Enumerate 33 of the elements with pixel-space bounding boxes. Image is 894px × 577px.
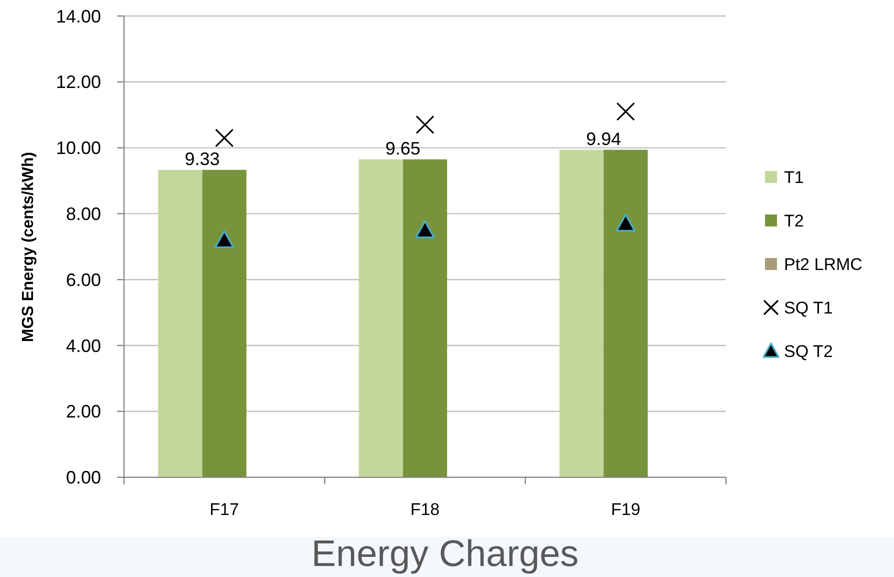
x-axis-title: Energy Charges — [311, 533, 579, 574]
bar — [402, 159, 448, 478]
y-tick-label: 6.00 — [66, 270, 101, 290]
y-axis-title: MGS Energy (cents/kWh) — [20, 152, 37, 342]
x-tick-label: F18 — [410, 500, 440, 519]
x-tick-label: F17 — [210, 500, 239, 519]
legend-label: SQ T2 — [784, 342, 833, 361]
x-tick-label: F19 — [611, 500, 640, 519]
bar — [202, 170, 246, 478]
point — [616, 102, 635, 121]
y-tick-label: 4.00 — [66, 336, 101, 356]
y-tick-label: 10.00 — [56, 138, 101, 158]
point — [214, 230, 234, 248]
legend-label: T2 — [784, 211, 804, 230]
bar — [604, 150, 648, 478]
bar — [358, 159, 403, 478]
y-tick-label: 12.00 — [56, 72, 101, 92]
legend-label: Pt2 LRMC — [784, 254, 862, 274]
data-label: 9.94 — [586, 128, 622, 149]
legend-label: SQ T1 — [784, 298, 833, 318]
point — [415, 220, 435, 238]
bar — [158, 170, 202, 478]
y-tick-label: 14.00 — [56, 6, 101, 26]
point — [616, 214, 636, 232]
legend-label: T1 — [784, 168, 804, 187]
y-tick-label: 8.00 — [66, 204, 101, 224]
point — [416, 115, 434, 134]
y-tick-label: 0.00 — [66, 468, 101, 488]
data-label: 9.65 — [385, 138, 420, 158]
data-label: 9.33 — [184, 148, 220, 169]
bar — [559, 150, 604, 478]
point — [215, 128, 234, 148]
y-tick-label: 2.00 — [66, 402, 101, 422]
